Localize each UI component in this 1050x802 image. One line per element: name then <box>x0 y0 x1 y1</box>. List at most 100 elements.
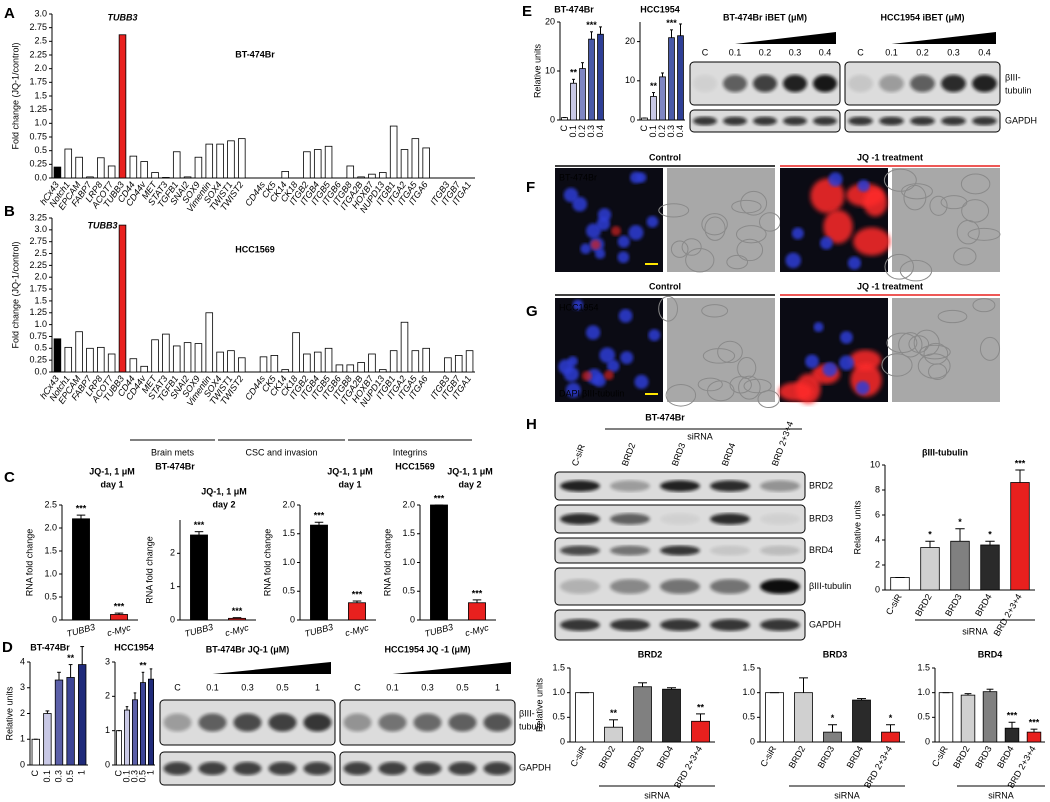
blot-band <box>303 713 332 732</box>
x-tick-label: 0.4 <box>595 125 605 138</box>
y-tick-label: 8 <box>875 484 880 494</box>
tubulin-signal <box>581 370 592 381</box>
dose-wedge <box>891 32 996 44</box>
lane-label: C <box>702 47 709 57</box>
bar <box>691 720 710 743</box>
significance: *** <box>472 588 483 598</box>
bar <box>465 350 474 373</box>
y-tick-label: 0.5 <box>34 343 47 353</box>
significance: * <box>988 530 992 540</box>
cell-outline <box>681 238 702 256</box>
row-label: GAPDH <box>519 762 551 772</box>
y-tick-label: 2.25 <box>29 49 47 59</box>
bar <box>110 614 128 621</box>
lane-label: 0.3 <box>789 47 802 57</box>
bar <box>162 177 170 179</box>
row-label: βIII-tubulin <box>809 581 851 591</box>
cell-outline <box>658 203 690 218</box>
nucleus <box>628 225 644 241</box>
bar <box>53 338 62 373</box>
group-label: CSC and invasion <box>245 447 317 457</box>
nucleus <box>855 380 870 395</box>
condition-label: JQ -1 treatment <box>857 152 923 162</box>
y-axis-label: Relative units <box>532 43 542 98</box>
blot-band <box>710 513 750 525</box>
bar <box>430 504 448 621</box>
y-tick-label: 0 <box>550 114 555 124</box>
nucleus <box>617 251 630 264</box>
bar <box>43 713 52 766</box>
y-tick-label: 3.0 <box>34 8 47 18</box>
cell-line-header: BT-474Br <box>155 461 195 471</box>
bar <box>310 524 328 621</box>
y-tick-label: 1.0 <box>44 568 57 578</box>
y-axis-label: RNA fold change <box>24 529 34 597</box>
nucleus <box>785 252 801 269</box>
bar <box>444 357 452 373</box>
bar <box>982 691 998 743</box>
lane-label: 0.4 <box>819 47 832 57</box>
cell-line-label: BT-474Br <box>559 172 597 182</box>
y-tick-label: 0 <box>750 736 755 746</box>
blot-band <box>448 761 477 776</box>
chart-title: day 1 <box>100 479 123 489</box>
chart-title: JQ-1, 1 μM <box>447 466 493 476</box>
bar <box>75 331 83 373</box>
nucleus <box>847 256 862 270</box>
x-tick-label: c-Myc <box>224 622 250 638</box>
y-tick-label: 2.75 <box>29 22 47 32</box>
y-tick-label: 0 <box>560 736 565 746</box>
cell-outline <box>729 376 752 394</box>
blot-band <box>760 513 800 525</box>
significance: * <box>928 530 932 540</box>
blot-title: HCC1954 iBET (μM) <box>880 12 964 22</box>
blot-band <box>848 116 873 126</box>
bar <box>147 678 154 766</box>
bar <box>78 664 87 766</box>
y-tick-label: 1 <box>170 581 175 591</box>
significance: *** <box>232 606 243 616</box>
bar <box>118 224 127 373</box>
y-axis-label: Fold change (JQ-1/control) <box>10 241 20 348</box>
blot-band <box>941 74 966 93</box>
y-axis-label: Relative units <box>852 500 862 555</box>
bar <box>422 347 430 373</box>
blot-band <box>813 116 837 126</box>
nucleus <box>572 299 584 311</box>
nucleus <box>634 374 649 389</box>
bar <box>348 602 366 621</box>
y-tick-label: 2.0 <box>34 63 47 73</box>
stain-label: βIII-tubulin <box>582 388 624 398</box>
x-tick-label: BRD2 <box>913 592 934 618</box>
nucleus <box>839 355 855 371</box>
chart-title: BT-474Br <box>554 4 594 14</box>
x-axis-label: siRNA <box>834 790 860 800</box>
y-tick-label: 2.25 <box>29 260 47 270</box>
blot-band <box>710 480 750 492</box>
y-tick-label: 0.25 <box>29 159 47 169</box>
y-tick-label: 0.25 <box>29 355 47 365</box>
cell-outline <box>737 357 757 379</box>
fluorescence-image <box>555 168 663 272</box>
x-tick-label: 0.2 <box>657 125 667 138</box>
bar <box>422 147 430 179</box>
cell-outline <box>929 195 948 216</box>
lane-label: 0.5 <box>456 682 469 692</box>
bar <box>1010 482 1030 591</box>
bar <box>389 350 398 373</box>
y-tick-label: 2.5 <box>34 248 47 258</box>
row-label: BRD4 <box>809 545 833 555</box>
bar <box>346 364 355 373</box>
brightfield-image <box>667 298 775 402</box>
significance: *** <box>114 601 125 611</box>
nucleus <box>592 373 606 387</box>
blot-band <box>760 619 800 631</box>
row-label: βIII- <box>519 708 535 718</box>
bar <box>890 577 910 591</box>
y-tick-label: 2 <box>875 559 880 569</box>
significance: *** <box>666 18 677 28</box>
bar <box>194 156 203 179</box>
bar <box>357 176 365 179</box>
cell-outline <box>704 216 726 241</box>
bar <box>1026 731 1042 743</box>
